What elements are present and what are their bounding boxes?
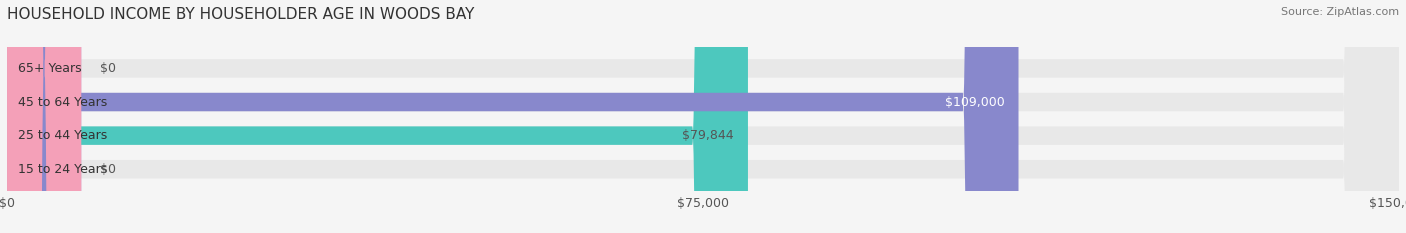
Text: HOUSEHOLD INCOME BY HOUSEHOLDER AGE IN WOODS BAY: HOUSEHOLD INCOME BY HOUSEHOLDER AGE IN W… xyxy=(7,7,474,22)
Text: $0: $0 xyxy=(100,163,115,176)
Text: 45 to 64 Years: 45 to 64 Years xyxy=(18,96,107,109)
FancyBboxPatch shape xyxy=(7,0,82,233)
FancyBboxPatch shape xyxy=(7,0,1399,233)
FancyBboxPatch shape xyxy=(7,0,1399,233)
Text: $109,000: $109,000 xyxy=(945,96,1005,109)
Text: 15 to 24 Years: 15 to 24 Years xyxy=(18,163,107,176)
FancyBboxPatch shape xyxy=(7,0,82,233)
FancyBboxPatch shape xyxy=(7,0,1399,233)
Text: 65+ Years: 65+ Years xyxy=(18,62,82,75)
Text: Source: ZipAtlas.com: Source: ZipAtlas.com xyxy=(1281,7,1399,17)
FancyBboxPatch shape xyxy=(7,0,1399,233)
FancyBboxPatch shape xyxy=(7,0,1018,233)
Text: 25 to 44 Years: 25 to 44 Years xyxy=(18,129,107,142)
FancyBboxPatch shape xyxy=(7,0,748,233)
Text: $79,844: $79,844 xyxy=(682,129,734,142)
Text: $0: $0 xyxy=(100,62,115,75)
